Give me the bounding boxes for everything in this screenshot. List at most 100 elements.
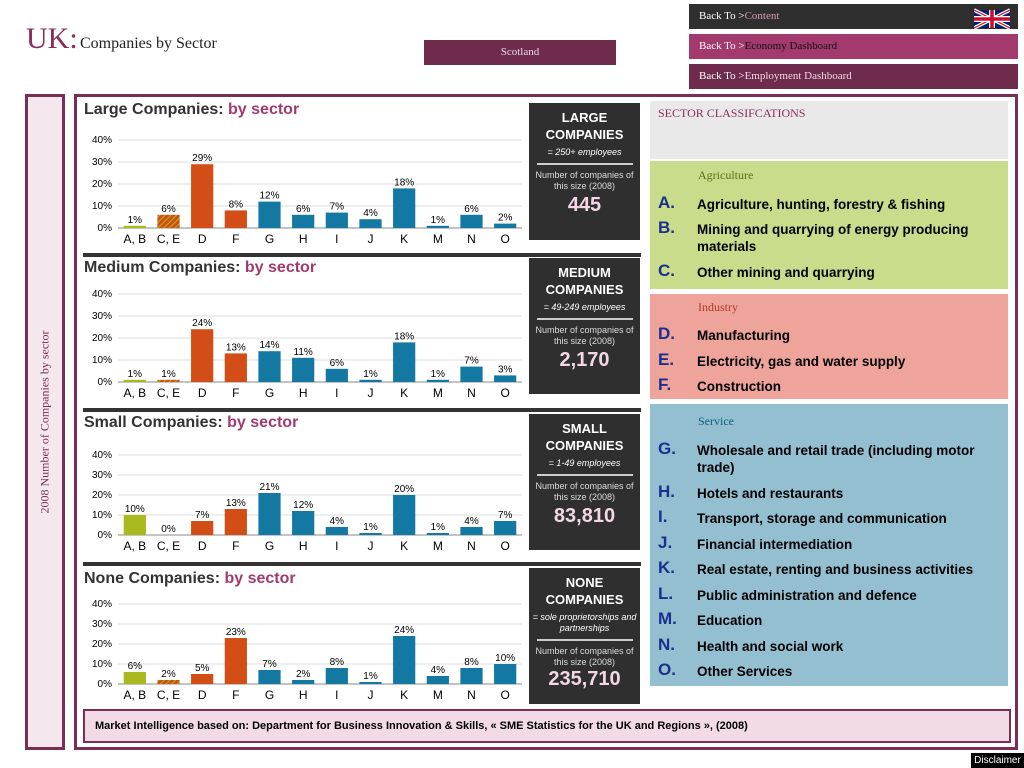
y-tick-label: 10% <box>92 659 112 670</box>
chart-title-by: by sector <box>224 570 296 587</box>
bar-h <box>292 680 315 684</box>
x-tick-label: A, B <box>123 539 146 553</box>
sector-text: Electricity, gas and water supply <box>697 354 906 369</box>
nav-link-economy[interactable]: Economy Dashboard <box>744 40 838 52</box>
box-divider <box>536 639 633 641</box>
box-value: 83,810 <box>553 505 616 527</box>
data-label: 18% <box>394 331 414 342</box>
data-label: 29% <box>192 153 212 164</box>
bar-n <box>460 668 483 684</box>
sector-letter: M. <box>658 609 677 628</box>
sector-letter: I. <box>658 507 668 526</box>
medium-summary-box: MEDIUM COMPANIES = 49-249 employees Numb… <box>529 258 640 394</box>
bar-m <box>426 225 449 228</box>
x-tick-label: N <box>467 539 476 553</box>
x-tick-label: M <box>433 232 443 246</box>
nav-link-employment[interactable]: Employment Dashboard <box>744 70 852 82</box>
box-divider <box>536 163 633 165</box>
bar-f <box>224 509 247 535</box>
chart-title-text: None Companies: <box>84 570 225 587</box>
x-tick-label: D <box>198 386 207 400</box>
data-label: 1% <box>128 215 143 226</box>
data-label: 24% <box>192 318 212 329</box>
disclaimer-button[interactable]: Disclaimer <box>971 753 1024 768</box>
back-to-economy-link[interactable]: Back To >Economy Dashboard <box>689 34 1018 59</box>
x-tick-label: I <box>335 539 338 553</box>
bar-k <box>393 188 416 228</box>
data-label: 14% <box>259 340 279 351</box>
data-label: 4% <box>431 665 446 676</box>
data-label: 2% <box>296 669 311 680</box>
y-tick-label: 0% <box>98 530 113 541</box>
data-label: 23% <box>226 627 246 638</box>
side-label-bar: 2008 Number of Companies by sector <box>25 94 65 750</box>
x-tick-label: C, E <box>157 539 180 553</box>
x-tick-label: D <box>198 539 207 553</box>
x-tick-label: N <box>467 688 476 702</box>
large-companies-chart: 0% 10% 20% 30% 40% 1% A, B 6% C, E 29% D 8% F 12% G 6% H… <box>92 135 522 246</box>
section-divider <box>83 408 641 412</box>
bar-f <box>224 210 247 228</box>
data-label: 0% <box>161 524 176 535</box>
data-label: 20% <box>394 484 414 495</box>
x-tick-label: M <box>433 688 443 702</box>
x-tick-label: J <box>368 386 374 400</box>
x-tick-label: G <box>265 232 274 246</box>
medium-chart-title: Medium Companies: by sector <box>84 259 316 277</box>
sector-text: Real estate, renting and business activi… <box>697 562 974 577</box>
bar-j <box>359 533 382 535</box>
back-to-content-link[interactable]: Back To >Content <box>689 4 1018 30</box>
x-tick-label: J <box>368 232 374 246</box>
bar-ce <box>157 379 180 382</box>
data-label: 4% <box>363 208 378 219</box>
large-chart-title: Large Companies: by sector <box>84 101 299 119</box>
data-label: 13% <box>226 342 246 353</box>
x-tick-label: A, B <box>123 232 146 246</box>
small-summary-box: SMALL COMPANIES = 1-49 employees Number … <box>529 414 640 550</box>
data-label: 13% <box>226 498 246 509</box>
chart-title-text: Medium Companies: <box>84 259 245 276</box>
x-tick-label: J <box>368 539 374 553</box>
bar-d <box>191 521 214 535</box>
y-tick-label: 30% <box>92 311 112 322</box>
data-label: 1% <box>431 215 446 226</box>
group-title: Industry <box>698 300 738 314</box>
x-tick-label: O <box>500 386 509 400</box>
data-label: 3% <box>498 364 513 375</box>
y-tick-label: 0% <box>98 377 113 388</box>
nav-link-content[interactable]: Content <box>744 10 780 22</box>
bar-k <box>393 636 416 684</box>
sector-text: Other Services <box>697 664 793 679</box>
bar-h <box>292 357 315 382</box>
y-tick-label: 30% <box>92 619 112 630</box>
data-label: 12% <box>259 191 279 202</box>
y-tick-label: 20% <box>92 179 112 190</box>
y-tick-label: 30% <box>92 470 112 481</box>
nav-prefix: Back To > <box>699 40 745 52</box>
sector-text: Agriculture, hunting, forestry & fishing <box>697 197 946 212</box>
scotland-button[interactable]: Scotland <box>424 40 616 65</box>
nav-prefix: Back To > <box>699 70 745 82</box>
box-description: = 49-249 employees <box>543 302 626 312</box>
bar-m <box>426 533 449 535</box>
sector-letter: N. <box>658 635 675 654</box>
x-tick-label: I <box>335 232 338 246</box>
data-label: 2% <box>161 669 176 680</box>
box-note: Number of companies of this size (2008) <box>535 481 634 502</box>
data-label: 8% <box>330 657 345 668</box>
bar-ab <box>123 379 146 382</box>
box-divider <box>536 318 633 320</box>
sector-text: Education <box>697 613 763 628</box>
bar-d <box>191 674 214 684</box>
data-label: 10% <box>125 504 145 515</box>
sector-letter: B. <box>658 218 675 237</box>
back-to-employment-link[interactable]: Back To >Employment Dashboard <box>689 64 1018 89</box>
x-tick-label: D <box>198 688 207 702</box>
agriculture-group: Agriculture A. Agriculture, hunting, fore… <box>650 161 1008 289</box>
box-note: Number of companies of this size (2008) <box>535 325 634 346</box>
box-title: MEDIUM COMPANIES <box>545 265 624 297</box>
chart-title-by: by sector <box>228 101 300 118</box>
x-tick-label: O <box>500 688 509 702</box>
data-label: 7% <box>262 659 277 670</box>
group-title: Agriculture <box>698 168 754 182</box>
